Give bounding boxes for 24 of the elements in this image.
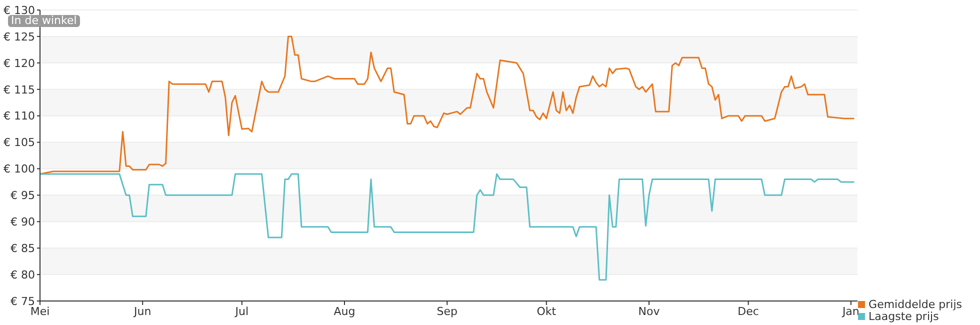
y-tick-label: € 85 xyxy=(10,242,35,255)
y-tick-label: € 105 xyxy=(4,136,35,150)
x-tick-label: Okt xyxy=(536,304,557,318)
x-tick-label: Jan xyxy=(841,304,860,318)
y-tick-label: € 90 xyxy=(10,216,35,229)
y-tick-label: € 125 xyxy=(4,30,35,44)
y-tick-label: € 110 xyxy=(4,110,35,123)
legend-label: Laagste prijs xyxy=(868,310,939,323)
y-tick-label: € 100 xyxy=(4,162,35,176)
y-tick-label: € 80 xyxy=(10,268,35,282)
x-tick-label: Sep xyxy=(436,304,458,318)
x-tick-label: Jul xyxy=(234,304,249,318)
y-tick-label: € 130 xyxy=(4,4,35,17)
legend-label: Gemiddelde prijs xyxy=(868,298,962,311)
x-tick-label: Nov xyxy=(638,304,660,318)
x-tick-label: Dec xyxy=(738,304,759,318)
line-series xyxy=(40,173,855,281)
y-tick-label: € 115 xyxy=(4,83,35,96)
x-tick-label: Jun xyxy=(133,304,152,318)
x-tick-label: Aug xyxy=(334,304,356,318)
y-tick-label: € 120 xyxy=(4,56,35,70)
line-series xyxy=(40,36,855,175)
y-tick-label: € 95 xyxy=(10,189,35,202)
annotation: In de winkel xyxy=(8,14,80,27)
